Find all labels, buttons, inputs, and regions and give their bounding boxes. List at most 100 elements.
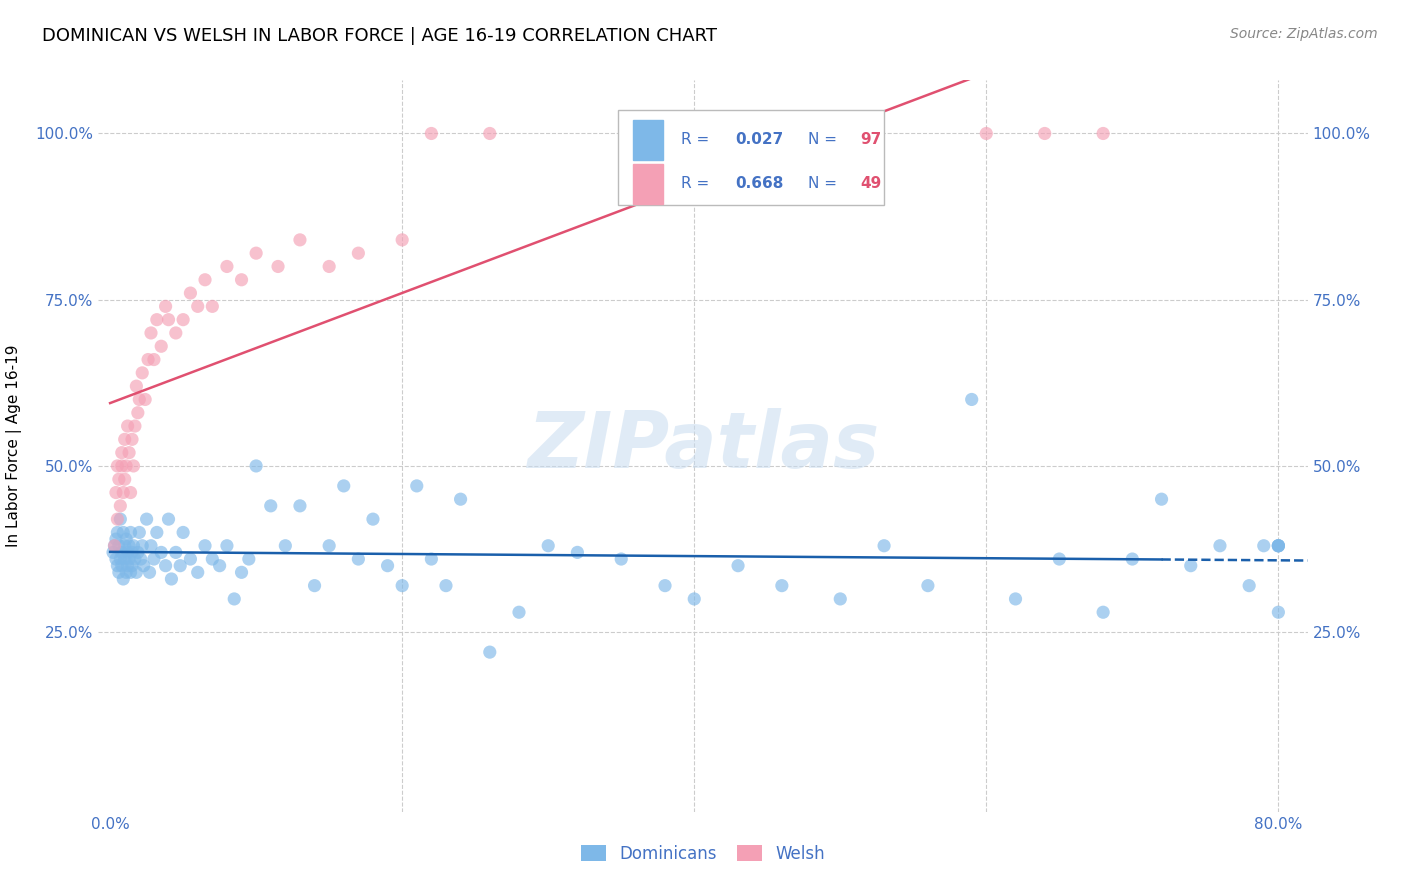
Point bbox=[131, 366, 153, 380]
Point bbox=[127, 406, 149, 420]
Point bbox=[347, 552, 370, 566]
Point bbox=[138, 566, 160, 580]
Point bbox=[160, 572, 183, 586]
Point bbox=[150, 339, 173, 353]
Point bbox=[128, 392, 150, 407]
Point bbox=[120, 525, 142, 540]
Text: 49: 49 bbox=[860, 177, 882, 191]
Point bbox=[1237, 579, 1260, 593]
Point bbox=[231, 273, 253, 287]
Point bbox=[122, 539, 145, 553]
Point bbox=[974, 127, 997, 141]
Point bbox=[683, 591, 706, 606]
FancyBboxPatch shape bbox=[619, 110, 884, 204]
Point bbox=[103, 539, 125, 553]
Point bbox=[434, 579, 457, 593]
Point bbox=[179, 286, 201, 301]
Point bbox=[318, 260, 340, 274]
Text: R =: R = bbox=[682, 177, 714, 191]
Point bbox=[157, 312, 180, 326]
Point bbox=[124, 419, 146, 434]
Point bbox=[224, 591, 246, 606]
Point bbox=[122, 458, 145, 473]
Point bbox=[155, 558, 177, 573]
Point bbox=[107, 558, 129, 573]
Point bbox=[567, 545, 589, 559]
Point bbox=[1209, 539, 1232, 553]
Point bbox=[115, 458, 138, 473]
Point bbox=[128, 525, 150, 540]
Point bbox=[129, 552, 152, 566]
Bar bbox=[633, 163, 664, 203]
Point bbox=[332, 479, 354, 493]
Point bbox=[103, 539, 125, 553]
Point bbox=[1033, 127, 1056, 141]
Point bbox=[917, 579, 939, 593]
Point bbox=[110, 512, 132, 526]
Point bbox=[508, 605, 530, 619]
Point bbox=[172, 312, 194, 326]
Point bbox=[215, 539, 238, 553]
Point bbox=[117, 545, 139, 559]
Point bbox=[201, 552, 224, 566]
Point bbox=[274, 539, 297, 553]
Point bbox=[361, 512, 384, 526]
Point bbox=[1004, 591, 1026, 606]
Point bbox=[1267, 539, 1289, 553]
Point bbox=[165, 326, 187, 340]
Point bbox=[108, 472, 131, 486]
Text: N =: N = bbox=[808, 177, 842, 191]
Point bbox=[104, 485, 127, 500]
Point bbox=[108, 566, 131, 580]
Point bbox=[134, 392, 156, 407]
Point bbox=[1092, 127, 1115, 141]
Point bbox=[104, 532, 127, 546]
Point bbox=[478, 645, 501, 659]
Point bbox=[112, 572, 135, 586]
Point bbox=[1180, 558, 1202, 573]
Point bbox=[120, 485, 142, 500]
Text: 0.027: 0.027 bbox=[735, 133, 785, 147]
Point bbox=[420, 552, 443, 566]
Point bbox=[127, 545, 149, 559]
Point bbox=[187, 299, 209, 313]
Point bbox=[194, 273, 217, 287]
Point bbox=[111, 545, 134, 559]
Point bbox=[179, 552, 201, 566]
Text: 97: 97 bbox=[860, 133, 882, 147]
Point bbox=[107, 525, 129, 540]
Point bbox=[107, 458, 129, 473]
Point bbox=[118, 445, 141, 459]
Point bbox=[111, 458, 134, 473]
Point bbox=[111, 445, 134, 459]
Point bbox=[1267, 605, 1289, 619]
Point bbox=[1092, 605, 1115, 619]
Point bbox=[111, 558, 134, 573]
Point bbox=[110, 499, 132, 513]
Point bbox=[155, 299, 177, 313]
Point bbox=[215, 260, 238, 274]
Point bbox=[260, 499, 283, 513]
Point bbox=[121, 433, 143, 447]
Point bbox=[124, 552, 146, 566]
Point bbox=[114, 472, 136, 486]
Point bbox=[139, 326, 162, 340]
Point bbox=[960, 392, 983, 407]
Point bbox=[304, 579, 326, 593]
Point bbox=[391, 579, 413, 593]
Point bbox=[1150, 492, 1173, 507]
Text: ZIPatlas: ZIPatlas bbox=[527, 408, 879, 484]
Point bbox=[450, 492, 472, 507]
Point bbox=[112, 525, 135, 540]
Point bbox=[125, 379, 148, 393]
Point bbox=[142, 352, 165, 367]
Point bbox=[120, 566, 142, 580]
Point bbox=[187, 566, 209, 580]
Point bbox=[478, 127, 501, 141]
Point bbox=[391, 233, 413, 247]
Point bbox=[1267, 539, 1289, 553]
Point bbox=[347, 246, 370, 260]
Point bbox=[420, 127, 443, 141]
Point bbox=[288, 499, 311, 513]
Point bbox=[610, 552, 633, 566]
